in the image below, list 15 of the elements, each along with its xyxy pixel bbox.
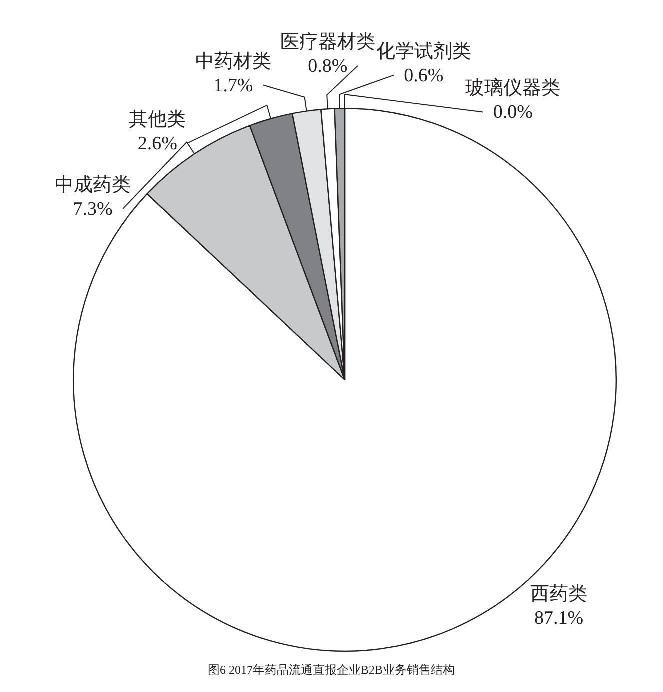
data-label: 2.6%	[138, 133, 178, 154]
data-label: 1.7%	[214, 75, 254, 96]
data-label: 87.1%	[534, 608, 584, 630]
caption: 图6 2017年药品流通直报企业B2B业务销售结构	[208, 663, 456, 677]
data-label: 7.3%	[73, 198, 114, 220]
text: 0.0%	[493, 102, 533, 124]
slice-label: 中成药类	[55, 174, 132, 196]
slice-label: 医疗器材类	[280, 32, 376, 54]
slice-label: 化学试剂类	[376, 40, 472, 62]
data-label: 0.8%	[308, 56, 348, 78]
slice-label: 西药类	[530, 584, 588, 606]
slice-label: 其他类	[129, 109, 186, 130]
data-label: 0.6%	[404, 65, 444, 86]
slice-label: 中药材类	[195, 51, 272, 72]
category-label: 玻璃仪器类	[466, 78, 561, 100]
